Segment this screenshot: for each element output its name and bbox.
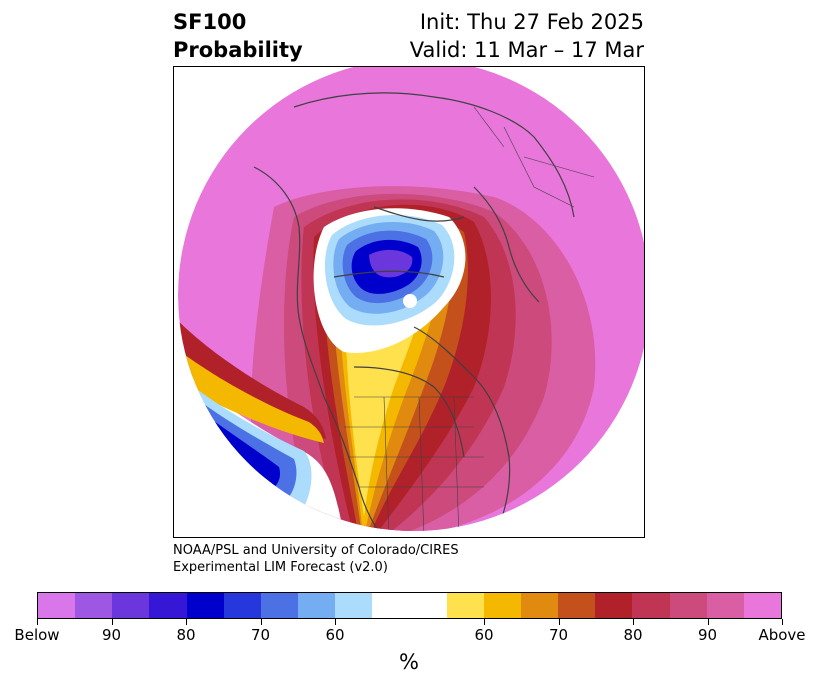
- colorbar-segment: [706, 593, 744, 618]
- colorbar-segment: [595, 593, 633, 618]
- shade-pacific-red: [178, 317, 326, 439]
- valid-range: Valid: 11 Mar – 17 Mar: [409, 38, 644, 62]
- colorbar-tick-label: 90: [697, 626, 718, 644]
- colorbar-segment: [558, 593, 596, 618]
- political-borders: [344, 106, 595, 531]
- data-credit: NOAA/PSL and University of Colorado/CIRE…: [173, 542, 459, 576]
- product-name: SF100: [173, 10, 247, 34]
- colorbar-tick: [111, 619, 113, 625]
- forecast-map: [173, 66, 645, 538]
- colorbar-tick: [260, 619, 262, 625]
- colorbar-tick-label: 70: [250, 626, 271, 644]
- colorbar-tick-label: 60: [474, 626, 494, 644]
- colorbar-tick: [633, 619, 634, 625]
- init-date: Init: Thu 27 Feb 2025: [419, 10, 644, 34]
- colorbar-segment: [38, 593, 76, 618]
- credit-line-1: NOAA/PSL and University of Colorado/CIRE…: [173, 543, 459, 558]
- colorbar-segment: [335, 593, 373, 618]
- shade-pacific-gold: [178, 347, 324, 443]
- colorbar-segment: [149, 593, 187, 618]
- coastlines: [253, 92, 575, 531]
- colorbar-tick-label: 90: [101, 626, 122, 644]
- colorbar-segment: [223, 593, 261, 618]
- product-type: Probability: [173, 38, 303, 62]
- colorbar-segment: [260, 593, 299, 618]
- colorbar-tick-label: 60: [325, 626, 345, 644]
- colorbar-tick: [37, 619, 38, 625]
- colorbar-tick: [484, 619, 485, 625]
- credit-line-2: Experimental LIM Forecast (v2.0): [173, 560, 388, 575]
- shade-below-core: [369, 249, 413, 278]
- colorbar-tick-label: Below: [14, 626, 60, 644]
- colorbar-units: %: [399, 650, 419, 674]
- colorbar-tick: [335, 619, 336, 625]
- colorbar-segment: [372, 593, 447, 618]
- colorbar-tick-label: 80: [623, 626, 643, 644]
- probability-colorbar: [37, 592, 782, 619]
- pole-mask: [403, 294, 417, 308]
- colorbar-segment: [521, 593, 559, 618]
- colorbar-segment: [669, 593, 707, 618]
- colorbar-segment: [186, 593, 224, 618]
- colorbar-segment: [483, 593, 522, 618]
- product-title: SF100 Probability: [173, 8, 303, 64]
- colorbar-tick-label: 80: [176, 626, 196, 644]
- colorbar-segment: [632, 593, 670, 618]
- colorbar-tick: [558, 619, 560, 625]
- forecast-dates: Init: Thu 27 Feb 2025 Valid: 11 Mar – 17…: [410, 8, 644, 64]
- colorbar-segment: [112, 593, 150, 618]
- probability-map-svg: [178, 67, 644, 531]
- colorbar-tick: [782, 619, 783, 625]
- colorbar-segment: [743, 593, 782, 618]
- colorbar-segment: [446, 593, 484, 618]
- colorbar-tick-label: Above: [758, 626, 806, 644]
- colorbar-tick-label: 70: [548, 626, 569, 644]
- colorbar-segment: [75, 593, 113, 618]
- colorbar-tick: [186, 619, 187, 625]
- colorbar-tick: [707, 619, 709, 625]
- colorbar-segment: [298, 593, 336, 618]
